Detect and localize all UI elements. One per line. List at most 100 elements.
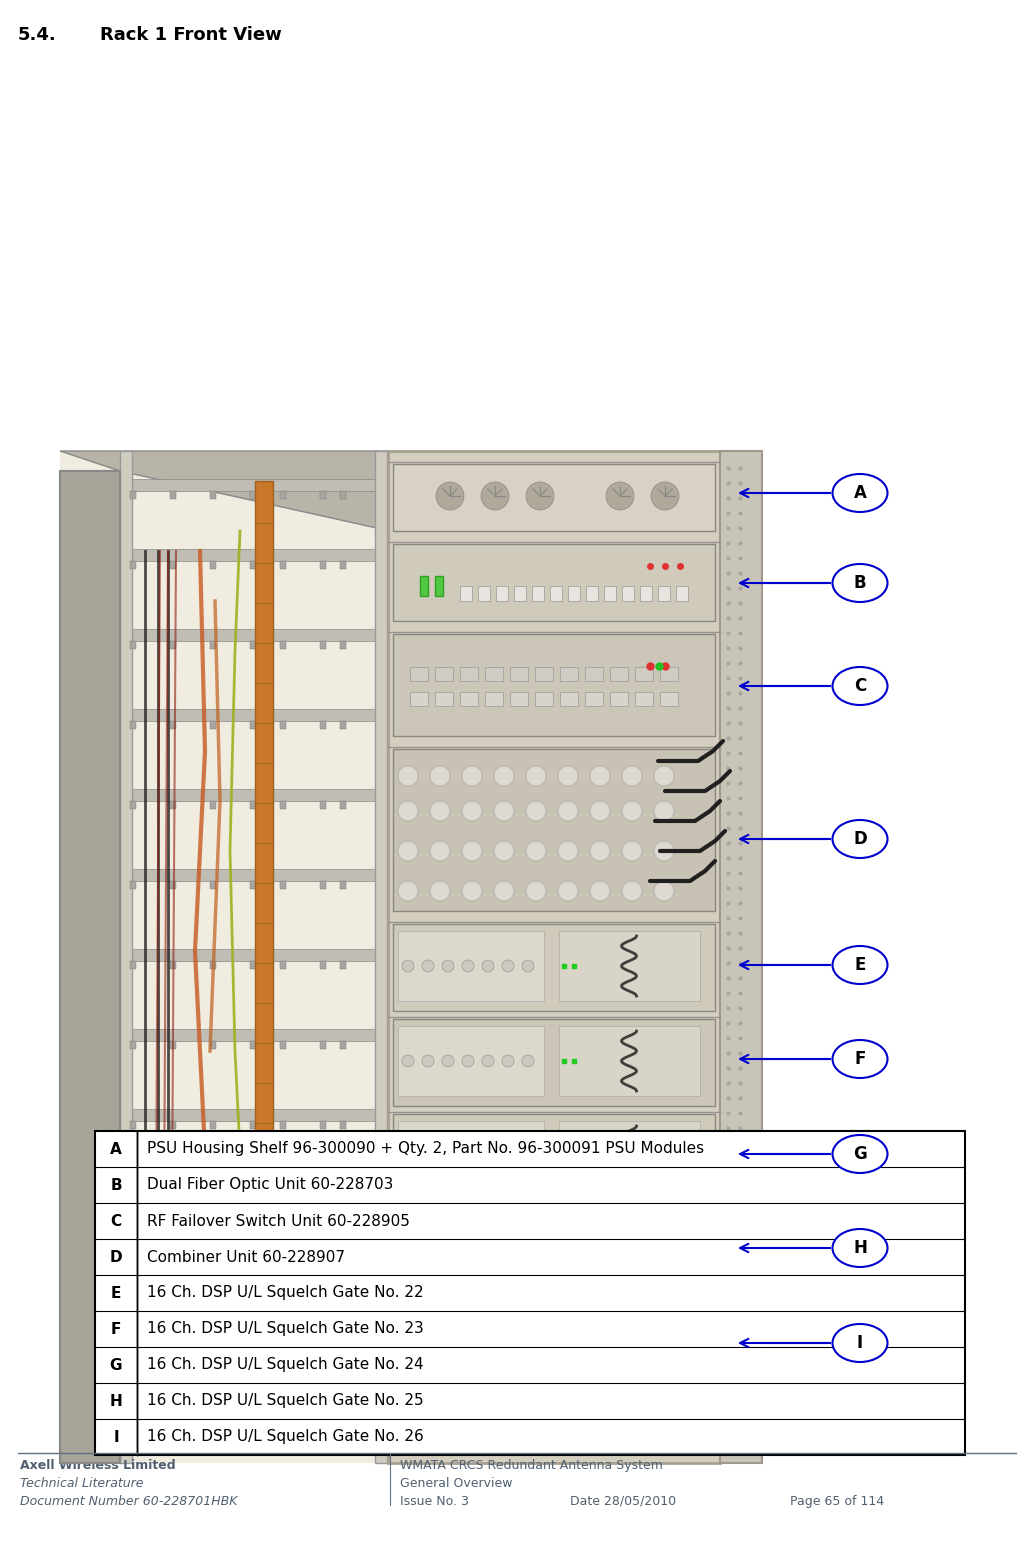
Bar	[460, 586, 472, 600]
Bar	[560, 667, 578, 681]
Bar	[340, 492, 346, 499]
Text: Combiner Unit 60-228907: Combiner Unit 60-228907	[147, 1250, 345, 1264]
Text: 5.4.: 5.4.	[18, 26, 57, 43]
Circle shape	[442, 1149, 454, 1162]
Bar	[320, 561, 326, 569]
Bar	[95, 1131, 965, 1455]
Text: H: H	[853, 1239, 866, 1256]
Circle shape	[430, 881, 450, 901]
Circle shape	[558, 766, 578, 786]
Bar	[170, 721, 176, 729]
Bar	[568, 586, 580, 600]
Bar	[398, 1216, 544, 1286]
Circle shape	[526, 881, 546, 901]
Text: General Overview: General Overview	[400, 1477, 513, 1491]
Bar	[210, 721, 216, 729]
Circle shape	[462, 1055, 474, 1067]
Circle shape	[422, 960, 434, 972]
Bar	[120, 549, 381, 561]
Text: A: A	[853, 484, 866, 503]
Bar	[410, 692, 428, 706]
Bar	[398, 1311, 544, 1380]
Bar	[585, 667, 603, 681]
Ellipse shape	[832, 820, 887, 858]
Bar	[60, 451, 390, 1463]
Bar	[250, 1281, 256, 1289]
Bar	[120, 1109, 381, 1121]
Circle shape	[462, 766, 482, 786]
Bar	[120, 1028, 381, 1041]
Bar	[280, 561, 286, 569]
Ellipse shape	[832, 475, 887, 512]
Text: 16 Ch. DSP U/L Squelch Gate No. 25: 16 Ch. DSP U/L Squelch Gate No. 25	[147, 1393, 424, 1408]
Circle shape	[558, 841, 578, 861]
Bar	[393, 1114, 714, 1200]
Circle shape	[590, 766, 610, 786]
Text: F: F	[854, 1050, 865, 1069]
Bar	[660, 667, 678, 681]
Circle shape	[482, 960, 494, 972]
Bar	[478, 586, 490, 600]
Circle shape	[622, 800, 642, 820]
Bar	[60, 451, 760, 1463]
Circle shape	[494, 841, 514, 861]
Bar	[320, 800, 326, 810]
Text: Page 65 of 114: Page 65 of 114	[790, 1495, 884, 1508]
Text: 16 Ch. DSP U/L Squelch Gate No. 23: 16 Ch. DSP U/L Squelch Gate No. 23	[147, 1321, 424, 1337]
Circle shape	[402, 1149, 414, 1162]
Ellipse shape	[832, 1325, 887, 1362]
Bar	[210, 1281, 216, 1289]
Bar	[398, 1121, 544, 1191]
Bar	[250, 1041, 256, 1048]
Circle shape	[422, 1245, 434, 1256]
Bar	[120, 1349, 381, 1360]
Circle shape	[462, 800, 482, 820]
Bar	[559, 1216, 700, 1286]
Bar	[210, 1360, 216, 1370]
Bar	[393, 749, 714, 910]
Bar	[250, 1121, 256, 1129]
Bar	[320, 1281, 326, 1289]
Circle shape	[462, 1245, 474, 1256]
Ellipse shape	[832, 1135, 887, 1173]
Bar	[280, 721, 286, 729]
Bar	[340, 962, 346, 969]
Bar	[120, 479, 381, 492]
Circle shape	[494, 881, 514, 901]
Bar	[320, 1200, 326, 1208]
Bar	[533, 586, 544, 600]
Circle shape	[430, 841, 450, 861]
Ellipse shape	[832, 565, 887, 602]
Circle shape	[462, 960, 474, 972]
Text: Issue No. 3: Issue No. 3	[400, 1495, 468, 1508]
Bar	[130, 1121, 136, 1129]
Circle shape	[442, 1055, 454, 1067]
Circle shape	[402, 1340, 414, 1352]
Circle shape	[522, 1340, 534, 1352]
Bar	[250, 881, 256, 889]
Bar	[460, 692, 478, 706]
Circle shape	[494, 800, 514, 820]
Circle shape	[501, 1149, 514, 1162]
Circle shape	[482, 1340, 494, 1352]
Circle shape	[442, 1245, 454, 1256]
Bar	[393, 464, 714, 530]
Bar	[320, 962, 326, 969]
Text: C: C	[111, 1213, 122, 1228]
Circle shape	[501, 1055, 514, 1067]
Circle shape	[526, 766, 546, 786]
Bar	[559, 1027, 700, 1097]
Bar	[210, 962, 216, 969]
Bar	[320, 1121, 326, 1129]
Bar	[130, 1041, 136, 1048]
Text: H: H	[110, 1393, 122, 1408]
Bar	[635, 667, 653, 681]
Bar	[120, 869, 381, 881]
Bar	[170, 641, 176, 648]
Circle shape	[442, 1340, 454, 1352]
Text: D: D	[110, 1250, 122, 1264]
Bar	[559, 1121, 700, 1191]
Circle shape	[606, 482, 634, 510]
Bar	[210, 492, 216, 499]
Bar	[130, 962, 136, 969]
